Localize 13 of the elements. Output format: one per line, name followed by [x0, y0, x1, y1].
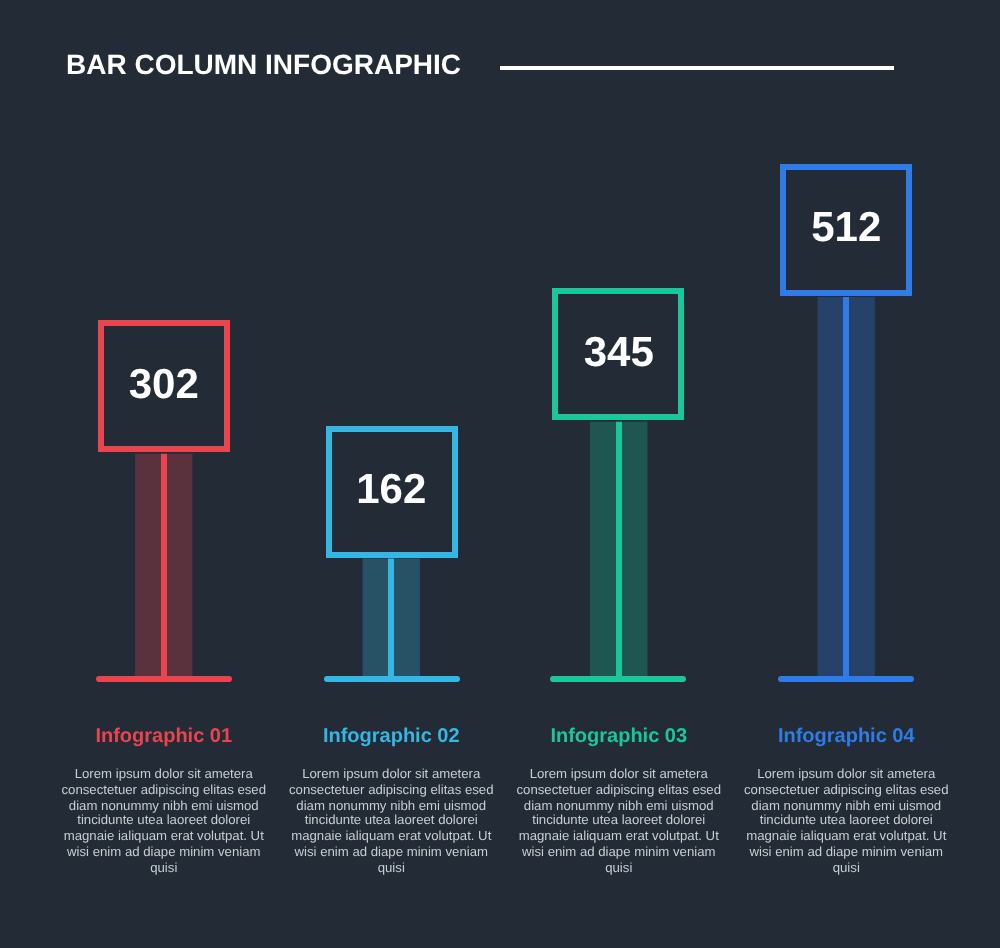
bar — [817, 297, 875, 680]
bar — [590, 421, 648, 680]
data-label: 512 — [811, 205, 882, 252]
data-label: 302 — [128, 362, 199, 409]
data-label: 345 — [583, 329, 655, 376]
data-label: 162 — [356, 466, 427, 513]
chart-title: BAR COLUMN INFOGRAPHIC — [66, 48, 462, 80]
bar — [362, 558, 420, 680]
x-tick-label: Infographic 02 — [322, 725, 461, 748]
x-tick-label: Infographic 01 — [95, 725, 233, 748]
x-tick-label: Infographic 03 — [550, 725, 688, 748]
bar — [135, 453, 193, 680]
x-tick-label: Infographic 04 — [777, 725, 916, 748]
